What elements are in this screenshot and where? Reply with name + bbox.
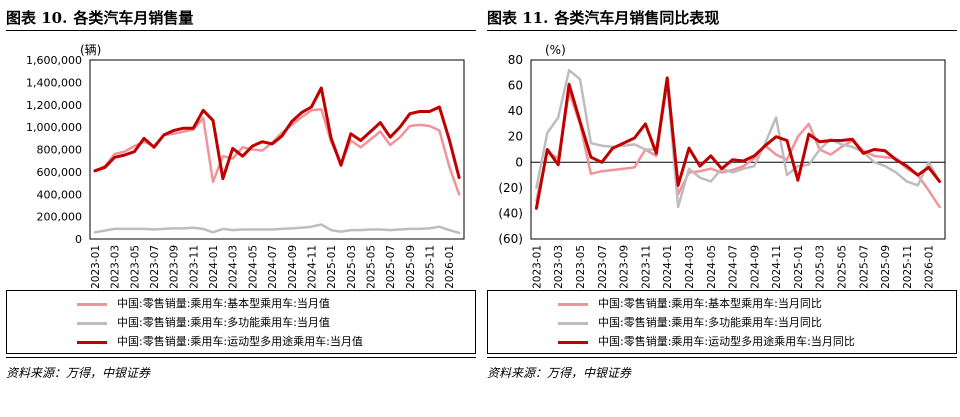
x-tick-label: 2023-03 bbox=[553, 245, 565, 289]
legend-label: 中国:零售销量:乘用车:基本型乘用车:当月同比 bbox=[598, 297, 822, 310]
x-tick-label: 2024-11 bbox=[771, 245, 783, 289]
legend-item-mpv: 中国:零售销量:乘用车:多功能乘用车:当月值 bbox=[77, 314, 330, 332]
y-tick-label: 60 bbox=[508, 79, 523, 93]
x-tick-label: 2023-07 bbox=[597, 245, 609, 289]
y-tick-label: 20 bbox=[508, 130, 523, 144]
x-tick-label: 2025-07 bbox=[858, 245, 870, 289]
source-note: 资料来源：万得，中银证券 bbox=[487, 357, 957, 381]
plot-frame bbox=[89, 59, 465, 240]
y-tick-label: 1,400,000 bbox=[26, 76, 82, 89]
x-tick-label: 2023-09 bbox=[619, 245, 631, 289]
y-tick-label: 0 bbox=[75, 233, 82, 246]
plot-frame bbox=[530, 59, 946, 240]
legend-label: 中国:零售销量:乘用车:多功能乘用车:当月值 bbox=[117, 316, 330, 329]
y-tick-label: 400,000 bbox=[37, 188, 83, 201]
legend-item-suv: 中国:零售销量:乘用车:运动型多用途乘用车:当月同比 bbox=[558, 333, 855, 351]
y-tick-label: 1,000,000 bbox=[26, 121, 82, 134]
y-tick-label: 0 bbox=[515, 155, 523, 169]
x-tick-label: 2024-07 bbox=[267, 245, 279, 289]
x-tick-label: 2023-11 bbox=[188, 245, 200, 289]
y-tick-label: 1,600,000 bbox=[26, 54, 82, 67]
x-tick-label: 2024-01 bbox=[208, 245, 220, 289]
x-tick-label: 2025-01 bbox=[793, 245, 805, 289]
x-tick-label: 2024-09 bbox=[287, 245, 299, 289]
y-tick-label: (20) bbox=[498, 181, 523, 195]
x-tick-label: 2024-07 bbox=[728, 245, 740, 289]
legend-label: 中国:零售销量:乘用车:多功能乘用车:当月同比 bbox=[598, 316, 822, 329]
y-tick-label: (40) bbox=[498, 206, 523, 220]
series-line bbox=[93, 223, 461, 235]
chart-panel-sales-volume: 图表 10. 各类汽车月销售量 (辆) 0 200,000 400,000 600,000… bbox=[6, 0, 476, 417]
x-tick-label: 2023-01 bbox=[90, 245, 102, 289]
x-tick-label: 2023-11 bbox=[640, 245, 652, 289]
y-tick-label: 1,200,000 bbox=[26, 99, 82, 112]
x-tick-label: 2026-01 bbox=[444, 245, 456, 289]
x-tick-label: 2025-01 bbox=[326, 245, 338, 289]
x-tick-label: 2024-11 bbox=[306, 245, 318, 289]
unit-label: (辆) bbox=[80, 43, 101, 57]
x-tick-label: 2025-09 bbox=[880, 245, 892, 289]
y-tick-label: 600,000 bbox=[37, 166, 83, 179]
legend-swatch bbox=[558, 302, 588, 306]
legend-label: 中国:零售销量:乘用车:运动型多用途乘用车:当月值 bbox=[117, 335, 363, 348]
x-tick-label: 2025-09 bbox=[405, 245, 417, 289]
series-line bbox=[535, 68, 941, 209]
legend-swatch bbox=[77, 321, 107, 325]
x-tick-label: 2025-05 bbox=[366, 245, 378, 289]
y-tick-label: 800,000 bbox=[37, 144, 83, 157]
chart-title: 图表 10. 各类汽车月销售量 bbox=[6, 8, 476, 31]
x-tick-label: 2025-11 bbox=[902, 245, 914, 289]
legend-label: 中国:零售销量:乘用车:运动型多用途乘用车:当月同比 bbox=[598, 335, 855, 348]
x-tick-label: 2024-05 bbox=[706, 245, 718, 289]
y-tick-label: 40 bbox=[508, 104, 523, 118]
x-tick-label: 2026-01 bbox=[924, 245, 936, 289]
x-tick-label: 2024-03 bbox=[684, 245, 696, 289]
source-note: 资料来源：万得，中银证券 bbox=[6, 357, 476, 381]
legend-item-basic: 中国:零售销量:乘用车:基本型乘用车:当月值 bbox=[77, 295, 330, 313]
x-tick-label: 2024-03 bbox=[228, 245, 240, 289]
unit-label: (%) bbox=[545, 43, 566, 57]
figure-label: 图表 11. bbox=[487, 9, 549, 27]
x-tick-label: 2025-07 bbox=[385, 245, 397, 289]
x-tick-label: 2023-05 bbox=[129, 245, 141, 289]
x-tick-label: 2025-05 bbox=[837, 245, 849, 289]
series-line bbox=[534, 76, 942, 210]
x-tick-label: 2024-09 bbox=[749, 245, 761, 289]
chart-panel-sales-yoy: 图表 11. 各类汽车月销售同比表现 (%) (60) (40) (20) 0 20 40 60… bbox=[487, 0, 957, 417]
legend-label: 中国:零售销量:乘用车:基本型乘用车:当月值 bbox=[117, 297, 330, 310]
x-tick-label: 2023-03 bbox=[110, 245, 122, 289]
legend-swatch bbox=[77, 340, 107, 344]
x-tick-label: 2023-01 bbox=[531, 245, 543, 289]
series-line bbox=[93, 86, 461, 181]
chart-legend: 中国:零售销量:乘用车:基本型乘用车:当月值 中国:零售销量:乘用车:多功能乘用… bbox=[6, 290, 476, 354]
legend-swatch bbox=[77, 302, 107, 306]
legend-swatch bbox=[558, 340, 588, 344]
y-tick-label: 200,000 bbox=[37, 211, 83, 224]
figure-title: 各类汽车月销售同比表现 bbox=[554, 9, 720, 27]
x-tick-label: 2023-07 bbox=[149, 245, 161, 289]
legend-item-suv: 中国:零售销量:乘用车:运动型多用途乘用车:当月值 bbox=[77, 333, 363, 351]
y-tick-label: (60) bbox=[498, 232, 523, 246]
y-tick-label: 80 bbox=[508, 53, 523, 67]
series-line bbox=[535, 81, 941, 209]
x-tick-label: 2025-11 bbox=[425, 245, 437, 289]
x-tick-label: 2025-03 bbox=[815, 245, 827, 289]
x-tick-label: 2025-03 bbox=[346, 245, 358, 289]
chart-title: 图表 11. 各类汽车月销售同比表现 bbox=[487, 8, 957, 31]
x-tick-label: 2024-01 bbox=[662, 245, 674, 289]
sales-yoy-chart: (%) (60) (40) (20) 0 20 40 60 80 2023-01 2023-03 20… bbox=[498, 43, 946, 289]
x-tick-label: 2023-05 bbox=[575, 245, 587, 289]
x-tick-label: 2024-05 bbox=[247, 245, 259, 289]
legend-item-mpv: 中国:零售销量:乘用车:多功能乘用车:当月同比 bbox=[558, 314, 822, 332]
legend-item-basic: 中国:零售销量:乘用车:基本型乘用车:当月同比 bbox=[558, 295, 822, 313]
figure-label: 图表 10. bbox=[6, 9, 68, 27]
legend-swatch bbox=[558, 321, 588, 325]
x-tick-label: 2023-09 bbox=[169, 245, 181, 289]
sales-volume-chart: (辆) 0 200,000 400,000 600,000 800,000 1,000,00… bbox=[26, 43, 465, 289]
chart-legend: 中国:零售销量:乘用车:基本型乘用车:当月同比 中国:零售销量:乘用车:多功能乘… bbox=[487, 290, 957, 354]
figure-title: 各类汽车月销售量 bbox=[73, 9, 194, 27]
